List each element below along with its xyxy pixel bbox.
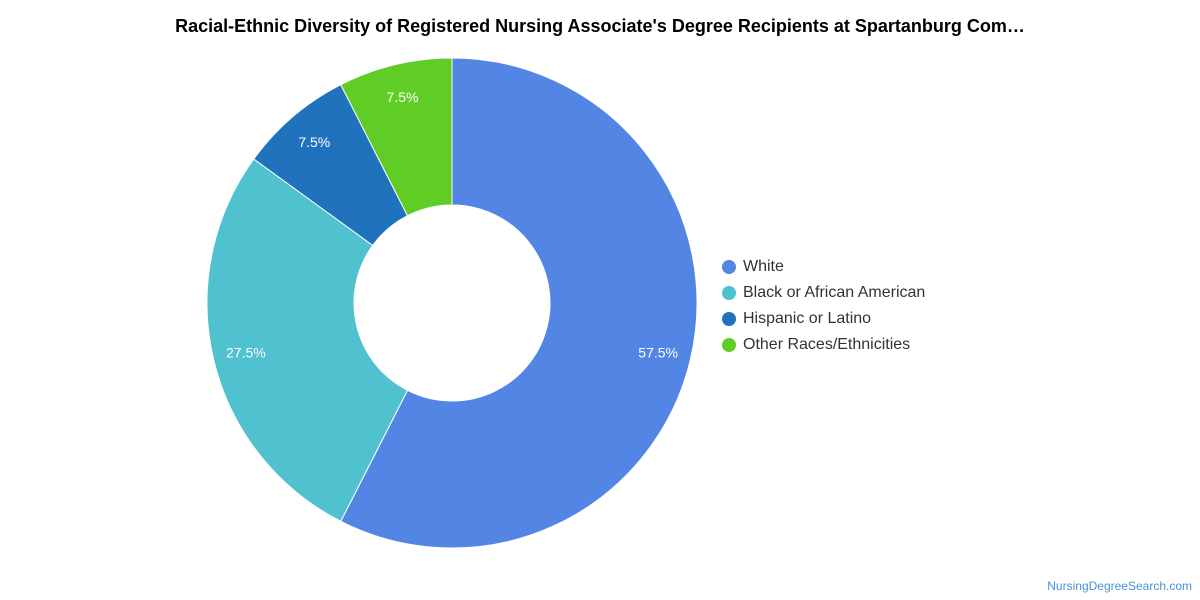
chart-title: Racial-Ethnic Diversity of Registered Nu… — [175, 16, 1025, 36]
legend-swatch-other-races-ethnicities — [722, 338, 736, 352]
slice-white[interactable] — [340, 57, 698, 549]
slice-other-races-ethnicities[interactable] — [340, 57, 453, 217]
chart-legend: White Black or African American Hispanic… — [722, 254, 925, 358]
legend-item-white[interactable]: White — [722, 254, 925, 280]
legend-label-white: White — [743, 258, 784, 275]
legend-label-hispanic-or-latino: Hispanic or Latino — [743, 310, 872, 327]
legend-item-hispanic-or-latino[interactable]: Hispanic or Latino — [722, 306, 925, 332]
slice-black-or-african-american[interactable] — [206, 158, 409, 522]
legend-label-other-races-ethnicities: Other Races/Ethnicities — [743, 336, 911, 353]
legend-item-black-or-african-american[interactable]: Black or African American — [722, 280, 925, 306]
legend-item-other-races-ethnicities[interactable]: Other Races/Ethnicities — [722, 332, 925, 358]
slice-label-other-races-ethnicities: 7.5% — [387, 89, 419, 105]
slice-label-white: 57.5% — [638, 344, 678, 360]
legend-swatch-white — [722, 260, 736, 274]
source-link[interactable]: NursingDegreeSearch.com — [1047, 579, 1192, 593]
donut-slices — [206, 57, 698, 549]
legend-label-black-or-african-american: Black or African American — [743, 284, 926, 301]
donut-slice-labels: 57.5% 27.5% 7.5% 7.5% — [226, 89, 678, 361]
legend-swatch-black-or-african-american — [722, 286, 736, 300]
slice-label-hispanic-or-latino: 7.5% — [298, 134, 330, 150]
slice-label-black-or-african-american: 27.5% — [226, 344, 266, 360]
legend-swatch-hispanic-or-latino — [722, 312, 736, 326]
